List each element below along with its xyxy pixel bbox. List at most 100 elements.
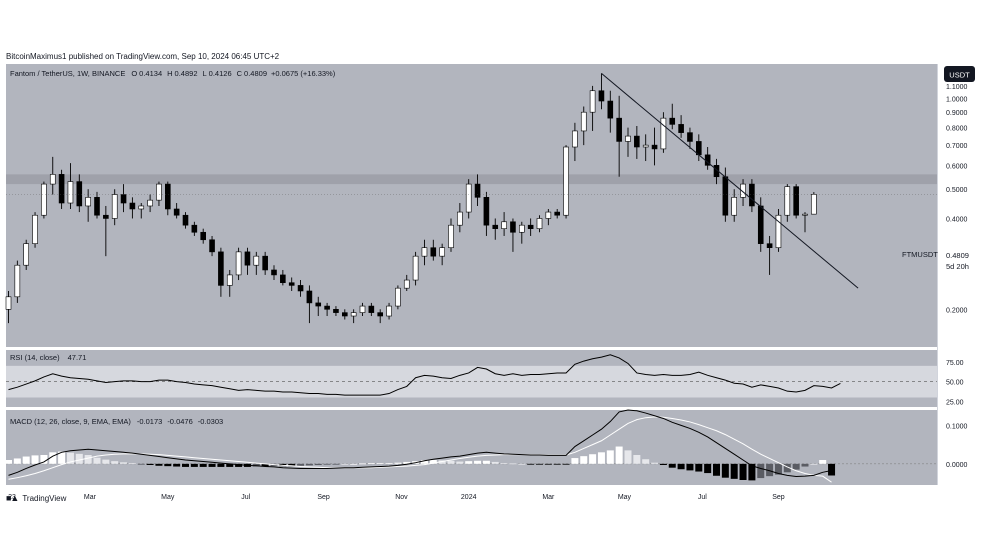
- candle: [802, 212, 808, 233]
- candle: [235, 247, 242, 281]
- candle: [678, 115, 684, 138]
- candle-body: [368, 305, 375, 313]
- macd-histogram-bar: [527, 463, 535, 465]
- candle-body: [625, 135, 631, 142]
- price-axis: 1.1000 1.0000 0.9000 0.8000 0.7000 0.6000 0.50…: [937, 64, 968, 485]
- candle: [368, 302, 375, 317]
- candle-body: [651, 144, 658, 150]
- candle-body: [483, 197, 490, 226]
- candle-body: [536, 218, 543, 229]
- price-tick-label: 0.9000: [946, 110, 968, 117]
- price-tick-label: 0.7000: [946, 143, 968, 150]
- candle: [421, 239, 428, 266]
- candle-body: [757, 205, 764, 244]
- candle: [182, 212, 189, 229]
- candle-body: [510, 221, 516, 233]
- candle: [103, 205, 109, 257]
- candle: [607, 90, 614, 133]
- candle: [386, 302, 392, 320]
- candle-body: [634, 135, 640, 148]
- macd-histogram-bar: [341, 463, 349, 465]
- macd-histogram-bar: [509, 463, 517, 465]
- candle: [616, 95, 622, 177]
- candle-body: [94, 197, 100, 216]
- candle: [430, 239, 437, 261]
- candle-body: [563, 146, 569, 216]
- macd-histogram-bar: [713, 463, 720, 476]
- macd-histogram-bar: [642, 459, 650, 464]
- time-tick-label: Jul: [698, 494, 707, 501]
- macd-histogram-bar: [40, 455, 48, 464]
- candle: [518, 221, 525, 244]
- macd-histogram-bar: [58, 451, 66, 464]
- macd-histogram-bar: [783, 463, 791, 473]
- candle: [76, 174, 83, 213]
- rsi-line: [8, 354, 841, 396]
- candle: [41, 181, 47, 219]
- candle: [218, 247, 224, 297]
- candle-body: [448, 224, 454, 249]
- candle-body: [678, 124, 684, 133]
- candle-body: [191, 224, 198, 233]
- macd-signal-line: [8, 416, 832, 483]
- candle: [244, 247, 251, 275]
- macd-histogram-bar: [695, 463, 703, 472]
- candle: [687, 127, 693, 149]
- macd-histogram-bar: [465, 461, 473, 464]
- candle: [651, 127, 658, 166]
- macd-histogram-bar: [562, 463, 570, 465]
- candle: [288, 277, 295, 291]
- macd-histogram-bar: [420, 460, 428, 464]
- symbol-tag: FTMUSDT: [902, 250, 938, 259]
- macd-histogram-bar: [456, 461, 464, 464]
- ohlc-legend: Fantom / TetherUS, 1W, BINANCE O 0.4134 H 0.…: [10, 69, 336, 78]
- candle-body: [616, 117, 622, 142]
- candle-body: [200, 231, 206, 241]
- candle: [457, 203, 463, 233]
- time-tick-label: May: [618, 494, 632, 501]
- candle-body: [120, 194, 127, 204]
- candle-body: [766, 243, 773, 249]
- candle: [14, 260, 21, 303]
- currency-badge[interactable]: USDT: [944, 66, 975, 82]
- macd-histogram-bar: [739, 463, 747, 480]
- tradingview-brand[interactable]: ■▲ TradingView: [6, 493, 66, 503]
- macd-histogram-bar: [288, 463, 296, 467]
- candle-body: [165, 183, 171, 210]
- macd-histogram-bar: [199, 463, 207, 467]
- macd-histogram-bar: [819, 460, 827, 464]
- macd-histogram-bar: [305, 463, 313, 466]
- time-tick-label: Sep: [317, 494, 330, 501]
- candle-body: [527, 224, 534, 229]
- macd-histogram-bar: [252, 463, 260, 467]
- rsi-panel: [6, 350, 937, 407]
- time-tick-label: 23: [8, 494, 16, 501]
- macd-histogram-bar: [367, 463, 375, 464]
- macd-histogram-bar: [350, 463, 358, 465]
- candle: [165, 181, 171, 216]
- candle-body: [793, 186, 799, 216]
- candle-body: [218, 251, 224, 286]
- axis-divider: [937, 64, 938, 485]
- candle: [297, 280, 304, 297]
- candle-body: [492, 224, 499, 229]
- macd-histogram-bar: [93, 457, 101, 464]
- candle-body: [333, 308, 339, 313]
- candle: [669, 103, 676, 130]
- resistance-zone: [6, 174, 937, 185]
- candle: [377, 309, 384, 324]
- candle: [766, 235, 773, 275]
- macd-histogram-bar: [491, 461, 499, 464]
- candle-body: [598, 90, 605, 102]
- candle-body: [802, 213, 808, 216]
- time-tick-label: Mar: [542, 494, 555, 501]
- macd-histogram-bar: [748, 463, 756, 481]
- candle-body: [501, 221, 507, 229]
- descending-trendline: [601, 73, 859, 289]
- macd-histogram-bar: [474, 460, 482, 464]
- macd-histogram-bar: [633, 455, 641, 464]
- macd-tick-label: 0.0000: [946, 462, 968, 469]
- candle: [23, 239, 30, 270]
- candle-body: [465, 183, 472, 213]
